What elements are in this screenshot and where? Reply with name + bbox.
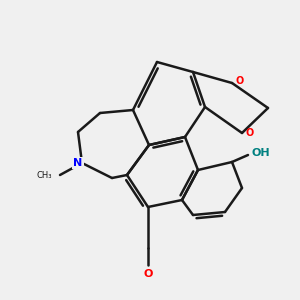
Text: OH: OH <box>251 148 270 158</box>
Text: CH₃: CH₃ <box>37 170 52 179</box>
Text: O: O <box>235 76 243 86</box>
Text: O: O <box>143 269 153 279</box>
Text: N: N <box>74 158 82 168</box>
Text: O: O <box>245 128 253 138</box>
